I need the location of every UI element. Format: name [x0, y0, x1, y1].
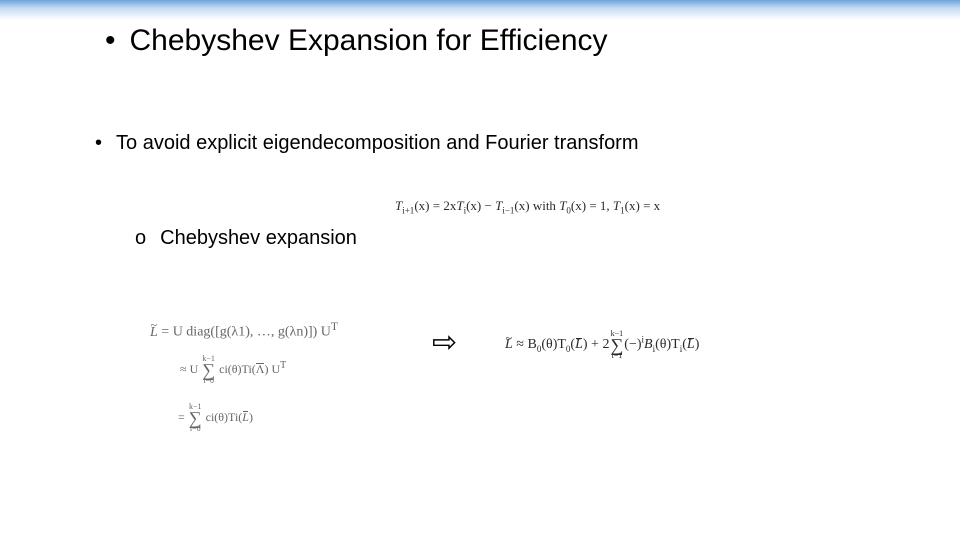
- eqL2-theta: (θ)T: [214, 410, 235, 424]
- rec-sub-ip1: i+1: [402, 206, 414, 216]
- eqL-sumbot: i=0: [202, 377, 215, 385]
- eq-left-line1: L = U diag([g(λ1), …, g(λn)]) UT: [150, 320, 430, 341]
- slide: • Chebyshev Expansion for Efficiency • T…: [0, 0, 960, 540]
- eqL-L: L: [150, 325, 158, 340]
- eqL-end: )]) U: [303, 325, 331, 340]
- eqR-tiL: L: [687, 337, 695, 352]
- eqL-Lambda: Λ: [256, 362, 265, 376]
- body-bullet: •: [95, 130, 102, 156]
- rec-with: with: [530, 198, 560, 213]
- eqL2-end: ): [249, 410, 253, 424]
- eqR-Bi: B: [644, 337, 653, 352]
- eq-left-line2: ≈ U k−1∑i=0 ci(θ)Ti(Λ) UT: [180, 355, 430, 385]
- eqR-b0post: (θ)T: [541, 337, 566, 352]
- eqR-sumbot: i=1: [610, 352, 623, 360]
- title-bullet: •: [105, 22, 116, 60]
- eqL-mid: ), …, g(λ: [245, 325, 296, 340]
- eqL-rest: = U diag([g(λ: [158, 325, 238, 340]
- eqR-bipost: (θ)T: [655, 337, 680, 352]
- eqL2-pre: =: [178, 410, 188, 424]
- rec-eq: =: [429, 198, 443, 213]
- eqL2-sumsym: ∑: [189, 411, 202, 425]
- sub-bullet: o: [135, 225, 146, 251]
- eqL-aend: ) U: [264, 362, 280, 376]
- rec-t0-post: (x) = 1,: [571, 198, 613, 213]
- eq-left-line3: = k−1∑i=0 ci(θ)Ti(L): [178, 403, 430, 433]
- eqL-sum: k−1∑i=0: [202, 355, 215, 385]
- body-point-row: • To avoid explicit eigendecomposition a…: [95, 130, 875, 156]
- eqR-neg: (−): [624, 337, 641, 352]
- title-text: Chebyshev Expansion for Efficiency: [130, 22, 608, 60]
- sub-point-text: Chebyshev expansion: [160, 225, 357, 251]
- eqR-approx: ≈ B: [513, 337, 537, 352]
- eqL2-isub: i: [235, 410, 238, 424]
- eqL-aT: T: [280, 360, 286, 371]
- sub-point-row: o Chebyshev expansion: [135, 225, 835, 251]
- eqR-L: L: [505, 337, 513, 352]
- arrow-icon: ⇨: [432, 325, 457, 360]
- eqR-tisub: i: [680, 344, 683, 354]
- rec-T1: T: [456, 198, 463, 213]
- rec-var: (x): [414, 198, 429, 213]
- eqR-t0post: ) + 2: [583, 337, 610, 352]
- eqL2-sum: k−1∑i=0: [189, 403, 202, 433]
- eqL-isub: i: [248, 362, 251, 376]
- eqL-theta: (θ)T: [228, 362, 249, 376]
- equation-left: L = U diag([g(λ1), …, g(λn)]) UT ≈ U k−1…: [150, 320, 430, 433]
- rec-2x: 2x: [443, 198, 456, 213]
- title-row: • Chebyshev Expansion for Efficiency: [105, 22, 905, 60]
- eqL2-L: L: [242, 410, 249, 424]
- eqR-t0sub: 0: [566, 344, 571, 354]
- header-gradient: [0, 0, 960, 20]
- eqL-sumsym: ∑: [202, 363, 215, 377]
- body-point-text: To avoid explicit eigendecomposition and…: [116, 130, 639, 156]
- eqL2-sumbot: i=0: [189, 425, 202, 433]
- rec-t1-post: (x) −: [466, 198, 495, 213]
- eqR-sumsym: ∑: [610, 338, 623, 352]
- eqR-t0L: L: [575, 337, 583, 352]
- eqL2-c: c: [203, 410, 211, 424]
- eqL-approx: ≈ U: [180, 362, 201, 376]
- rec-sub-im1: i−1: [502, 206, 514, 216]
- rec-t2-post: (x): [514, 198, 529, 213]
- rec-t1b-post: (x) = x: [625, 198, 661, 213]
- eqR-tipost: ): [695, 337, 700, 352]
- recurrence-equation: Ti+1(x) = 2xTi(x) − Ti−1(x) with T0(x) =…: [395, 198, 660, 216]
- eqR-sum: k−1∑i=1: [610, 330, 623, 360]
- equation-right: L ≈ B0(θ)T0(L) + 2k−1∑i=1(−)iBi(θ)Ti(L): [505, 330, 699, 360]
- eqL-T: T: [331, 320, 338, 333]
